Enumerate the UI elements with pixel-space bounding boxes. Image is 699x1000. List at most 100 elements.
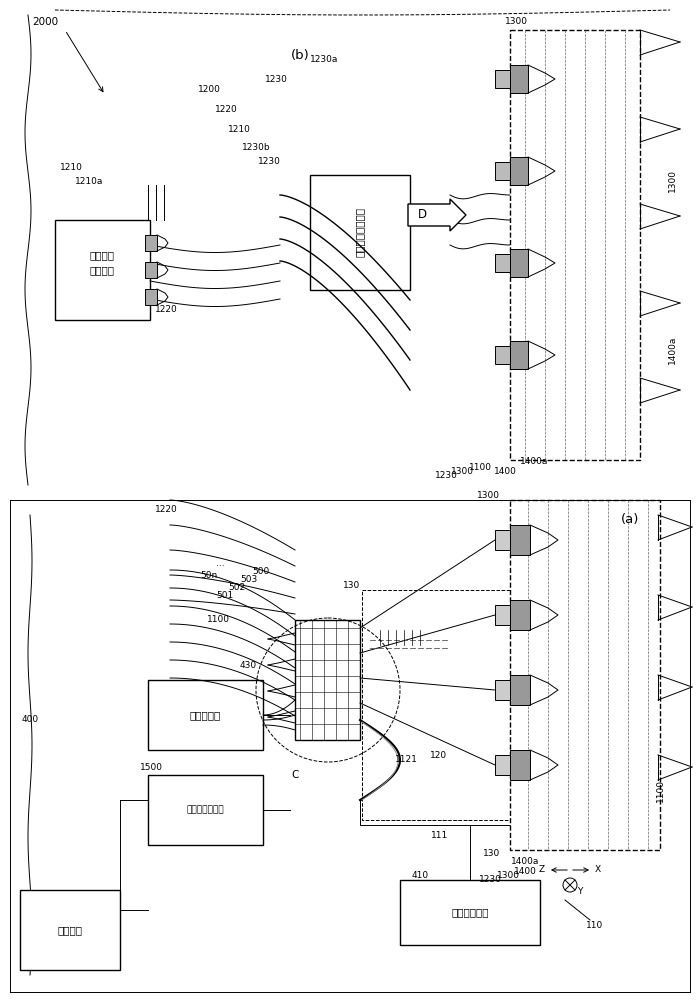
Bar xyxy=(495,605,510,625)
Text: Z: Z xyxy=(539,865,545,874)
Bar xyxy=(495,70,510,88)
Text: 激光控制器: 激光控制器 xyxy=(189,710,221,720)
Bar xyxy=(148,680,263,750)
Text: 控制单元: 控制单元 xyxy=(57,925,82,935)
Text: 1100: 1100 xyxy=(206,615,229,624)
Bar xyxy=(145,262,157,278)
Text: 载物台控制器: 载物台控制器 xyxy=(452,907,489,917)
Bar xyxy=(510,341,528,369)
Bar xyxy=(510,675,530,705)
Bar xyxy=(360,800,540,825)
Text: 1400: 1400 xyxy=(514,867,536,876)
FancyArrow shape xyxy=(408,199,466,231)
Text: 501: 501 xyxy=(216,591,233,600)
Bar xyxy=(495,162,510,180)
Text: 1300: 1300 xyxy=(477,490,500,499)
Text: 1220: 1220 xyxy=(155,506,178,514)
Bar xyxy=(510,525,530,555)
Text: 1300: 1300 xyxy=(505,17,528,26)
Text: 1210: 1210 xyxy=(228,125,251,134)
Text: 1230: 1230 xyxy=(435,471,457,480)
Text: (a): (a) xyxy=(621,514,639,526)
Text: 1230: 1230 xyxy=(479,876,501,884)
Text: 1220: 1220 xyxy=(155,306,178,314)
Text: 1230a: 1230a xyxy=(310,55,338,64)
Bar xyxy=(510,500,660,850)
Text: 110: 110 xyxy=(586,920,604,930)
Text: 400: 400 xyxy=(22,716,39,724)
Polygon shape xyxy=(528,157,555,185)
Text: 503: 503 xyxy=(240,576,257,584)
Bar xyxy=(400,880,540,945)
Bar xyxy=(495,530,510,550)
Text: 第二材料供给单元: 第二材料供给单元 xyxy=(355,207,365,257)
Bar xyxy=(510,30,640,460)
Bar xyxy=(20,890,120,970)
Text: 50n: 50n xyxy=(200,570,217,580)
Text: 410: 410 xyxy=(412,870,428,880)
Text: 1121: 1121 xyxy=(395,756,418,764)
Polygon shape xyxy=(530,750,558,780)
Text: 第二材料: 第二材料 xyxy=(89,250,115,260)
Text: D: D xyxy=(417,209,426,222)
Polygon shape xyxy=(528,249,555,277)
Text: 130: 130 xyxy=(343,580,360,589)
Text: ···: ··· xyxy=(216,562,224,572)
Bar xyxy=(495,680,510,700)
Text: 1210a: 1210a xyxy=(75,178,103,186)
Bar xyxy=(295,620,360,740)
Polygon shape xyxy=(528,65,555,93)
Text: 1400a: 1400a xyxy=(511,857,539,866)
Polygon shape xyxy=(157,289,168,305)
Bar xyxy=(362,590,557,820)
Text: 2000: 2000 xyxy=(32,17,58,27)
Text: 1100: 1100 xyxy=(468,464,491,473)
Polygon shape xyxy=(530,525,558,555)
Text: 1400a: 1400a xyxy=(520,458,549,466)
Text: 1230: 1230 xyxy=(258,157,281,166)
Text: 1230: 1230 xyxy=(265,76,288,85)
Bar xyxy=(145,235,157,251)
Text: 1400: 1400 xyxy=(493,468,517,477)
Text: 120: 120 xyxy=(430,750,447,760)
Text: 1500: 1500 xyxy=(140,764,163,772)
Bar xyxy=(145,289,157,305)
Polygon shape xyxy=(528,341,555,369)
Bar xyxy=(495,346,510,364)
Text: 1210: 1210 xyxy=(60,163,83,172)
Bar xyxy=(370,630,405,810)
Bar xyxy=(148,775,263,845)
Text: 材料供给控制器: 材料供给控制器 xyxy=(186,806,224,814)
Text: 430: 430 xyxy=(240,660,257,670)
Text: X: X xyxy=(595,865,601,874)
Bar xyxy=(510,750,530,780)
Bar xyxy=(510,600,530,630)
Text: 111: 111 xyxy=(431,830,449,840)
Bar xyxy=(510,157,528,185)
Text: 1300: 1300 xyxy=(450,468,473,477)
Text: 1400a: 1400a xyxy=(668,336,677,364)
Text: (b): (b) xyxy=(291,48,310,62)
Polygon shape xyxy=(530,675,558,705)
Text: 1100: 1100 xyxy=(656,778,665,802)
Text: 500: 500 xyxy=(252,568,269,576)
Polygon shape xyxy=(157,235,168,251)
Polygon shape xyxy=(530,600,558,630)
Bar xyxy=(495,755,510,775)
Bar xyxy=(495,254,510,272)
Text: Y: Y xyxy=(577,888,583,896)
Polygon shape xyxy=(157,262,168,278)
Text: 1300: 1300 xyxy=(496,871,519,880)
Bar xyxy=(310,175,410,290)
Text: 1220: 1220 xyxy=(215,105,238,114)
Text: C: C xyxy=(291,770,298,780)
Text: 1200: 1200 xyxy=(198,86,221,95)
Text: 1300: 1300 xyxy=(668,168,677,192)
Text: 1230b: 1230b xyxy=(242,143,271,152)
Bar xyxy=(510,65,528,93)
Bar xyxy=(55,220,150,320)
Text: 502: 502 xyxy=(228,584,245,592)
Bar xyxy=(510,249,528,277)
Text: 供给单元: 供给单元 xyxy=(89,265,115,275)
Text: 130: 130 xyxy=(483,850,500,858)
